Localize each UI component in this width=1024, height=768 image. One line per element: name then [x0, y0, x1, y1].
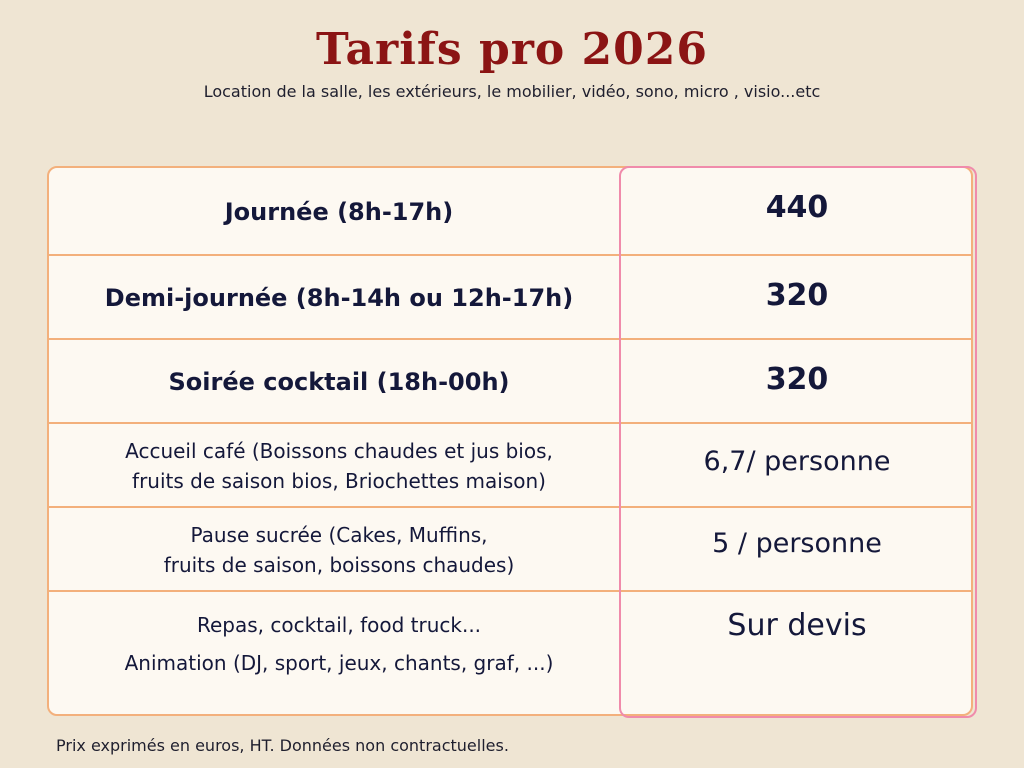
- row-price: 320: [765, 278, 829, 313]
- row-divider: [47, 590, 973, 592]
- table-row-soiree: Soirée cocktail (18h-00h) 320: [47, 340, 973, 424]
- row-price: 320: [765, 362, 829, 397]
- row-label: Pause sucrée (Cakes, Muffins, fruits de …: [49, 508, 629, 592]
- row-divider: [47, 338, 973, 340]
- row-label-line: Repas, cocktail, food truck...: [196, 613, 482, 637]
- row-divider: [47, 254, 973, 256]
- row-divider: [47, 506, 973, 508]
- row-label-line: Soirée cocktail (18h-00h): [168, 368, 510, 396]
- table-row-accueil-cafe: Accueil café (Boissons chaudes et jus bi…: [47, 424, 973, 508]
- row-price: 440: [765, 190, 829, 225]
- price-table: Journée (8h-17h) 440 Demi-journée (8h-14…: [47, 166, 977, 718]
- row-label: Repas, cocktail, food truck... Animation…: [49, 592, 629, 692]
- page-title: Tarifs pro 2026: [315, 24, 709, 75]
- row-price: Sur devis: [727, 608, 867, 643]
- table-row-journee: Journée (8h-17h) 440: [47, 168, 973, 256]
- row-label: Demi-journée (8h-14h ou 12h-17h): [49, 256, 629, 340]
- row-label-line: Animation (DJ, sport, jeux, chants, graf…: [124, 651, 554, 675]
- row-label: Journée (8h-17h): [49, 168, 629, 256]
- row-divider: [47, 422, 973, 424]
- row-label-line: Accueil café (Boissons chaudes et jus bi…: [125, 439, 553, 463]
- row-label-line: fruits de saison, boissons chaudes): [163, 553, 515, 577]
- row-label-line: Demi-journée (8h-14h ou 12h-17h): [104, 284, 574, 312]
- row-price: 6,7/ personne: [703, 446, 891, 477]
- row-label: Accueil café (Boissons chaudes et jus bi…: [49, 424, 629, 508]
- row-label-line: Pause sucrée (Cakes, Muffins,: [190, 523, 488, 547]
- page-subtitle: Location de la salle, les extérieurs, le…: [203, 82, 821, 101]
- row-label-line: fruits de saison bios, Briochettes maiso…: [132, 469, 546, 493]
- row-label: Soirée cocktail (18h-00h): [49, 340, 629, 424]
- row-price: 5 / personne: [712, 528, 882, 559]
- row-label-line: Journée (8h-17h): [224, 198, 454, 226]
- table-row-sur-devis: Repas, cocktail, food truck... Animation…: [49, 592, 971, 716]
- table-row-demi-journee: Demi-journée (8h-14h ou 12h-17h) 320: [47, 256, 973, 340]
- footnote: Prix exprimés en euros, HT. Données non …: [56, 736, 509, 755]
- table-row-pause-sucree: Pause sucrée (Cakes, Muffins, fruits de …: [47, 508, 973, 592]
